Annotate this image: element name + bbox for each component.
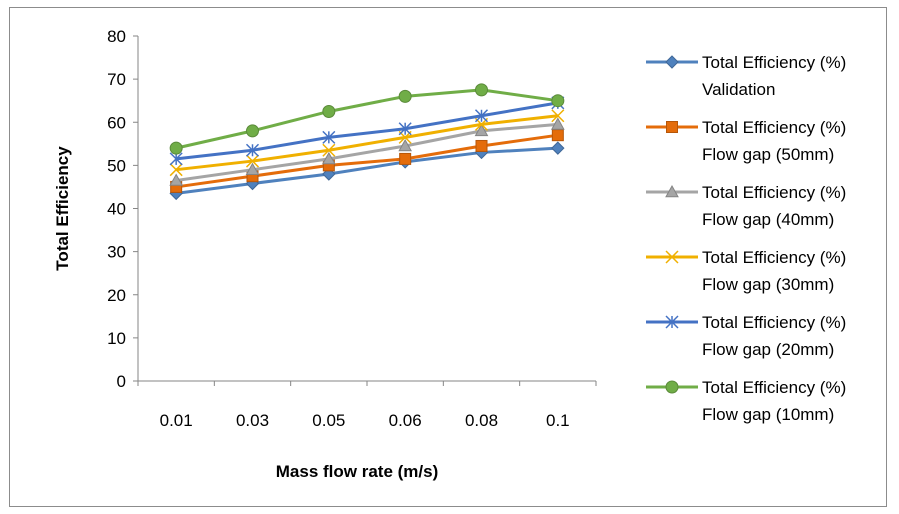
data-point (322, 130, 336, 144)
legend-entry-5: Total Efficiency (%) Flow gap (10mm) (646, 378, 846, 424)
data-point (321, 151, 336, 165)
y-tick-label: 70 (107, 70, 126, 89)
legend-entry-2: Total Efficiency (%) Flow gap (40mm) (646, 183, 846, 229)
data-point (322, 143, 336, 157)
data-point (169, 163, 183, 177)
x-axis-title: Mass flow rate (m/s) (276, 462, 439, 481)
y-axis-title: Total Efficiency (53, 146, 72, 271)
data-point (246, 124, 259, 138)
legend-entry-3: Total Efficiency (%) Flow gap (30mm) (646, 248, 846, 294)
legend-marker (665, 315, 679, 329)
data-point (474, 109, 489, 123)
data-point (245, 143, 260, 157)
data-point (169, 152, 183, 166)
data-point (245, 162, 260, 175)
y-tick-label: 80 (107, 27, 126, 46)
chart-frame: 0 10 20 30 40 50 60 70 80 0.01 0.03 0.05 0.06 0.08 0.1… (9, 7, 887, 507)
data-point (398, 138, 413, 152)
series-line (175, 114, 559, 172)
data-point (551, 94, 565, 108)
series-line (175, 133, 559, 189)
x-tick-label: 0.1 (546, 411, 570, 430)
legend-label-line2: Flow gap (20mm) (702, 340, 834, 359)
x-tick-label: 0.05 (312, 411, 345, 430)
series-5 (169, 83, 565, 155)
y-tick-label: 10 (107, 329, 126, 348)
legend-label-line1: Total Efficiency (%) (702, 313, 846, 332)
data-point (475, 83, 488, 97)
x-tick-label: 0.01 (160, 411, 193, 430)
series-0 (169, 141, 565, 201)
legend-marker (665, 380, 679, 394)
x-tick-label: 0.08 (465, 411, 498, 430)
legend-label-line1: Total Efficiency (%) (702, 378, 846, 397)
legend-entry-1: Total Efficiency (%) Flow gap (50mm) (646, 118, 846, 164)
series-1 (170, 129, 564, 193)
legend-label-line2: Validation (702, 80, 775, 99)
data-point (551, 109, 565, 123)
data-point (399, 152, 412, 165)
data-point (169, 141, 183, 155)
legend-marker (666, 121, 678, 133)
legend-label-line2: Flow gap (10mm) (702, 405, 834, 424)
data-point (475, 139, 488, 152)
series-line (175, 101, 559, 161)
data-point (551, 129, 564, 142)
legend-label-line2: Flow gap (40mm) (702, 210, 834, 229)
series-4 (169, 96, 565, 166)
x-tick-label: 0.03 (236, 411, 269, 430)
legend-marker (665, 250, 679, 264)
series-line (175, 122, 558, 182)
data-point (245, 154, 260, 168)
legend-label-line1: Total Efficiency (%) (702, 53, 846, 72)
series-2 (169, 117, 565, 186)
data-point (398, 122, 412, 136)
data-point (169, 173, 184, 186)
legend-marker (665, 184, 679, 198)
y-tick-label: 0 (117, 372, 126, 391)
line-chart: 0 10 20 30 40 50 60 70 80 0.01 0.03 0.05 0.06 0.08 0.1… (53, 27, 846, 481)
legend-entry-0: Total Efficiency (%) Validation (646, 53, 846, 99)
series-line (175, 88, 559, 150)
legend-label-line2: Flow gap (50mm) (702, 145, 834, 164)
data-point (551, 141, 565, 155)
series-line (175, 146, 558, 195)
y-tick-label: 20 (107, 286, 126, 305)
data-point (474, 123, 489, 137)
data-point (398, 89, 412, 103)
y-tick-label: 50 (107, 156, 126, 175)
data-point (550, 117, 565, 130)
legend-label-line1: Total Efficiency (%) (702, 248, 846, 267)
x-tick-label: 0.06 (389, 411, 422, 430)
legend-label-line1: Total Efficiency (%) (702, 118, 846, 137)
legend-entry-4: Total Efficiency (%) Flow gap (20mm) (646, 313, 846, 359)
data-point (322, 104, 336, 118)
legend-label-line1: Total Efficiency (%) (702, 183, 846, 202)
y-tick-label: 30 (107, 243, 126, 262)
y-tick-label: 60 (107, 113, 126, 132)
legend-label-line2: Flow gap (30mm) (702, 275, 834, 294)
y-tick-label: 40 (107, 200, 126, 219)
legend-marker (665, 55, 679, 69)
